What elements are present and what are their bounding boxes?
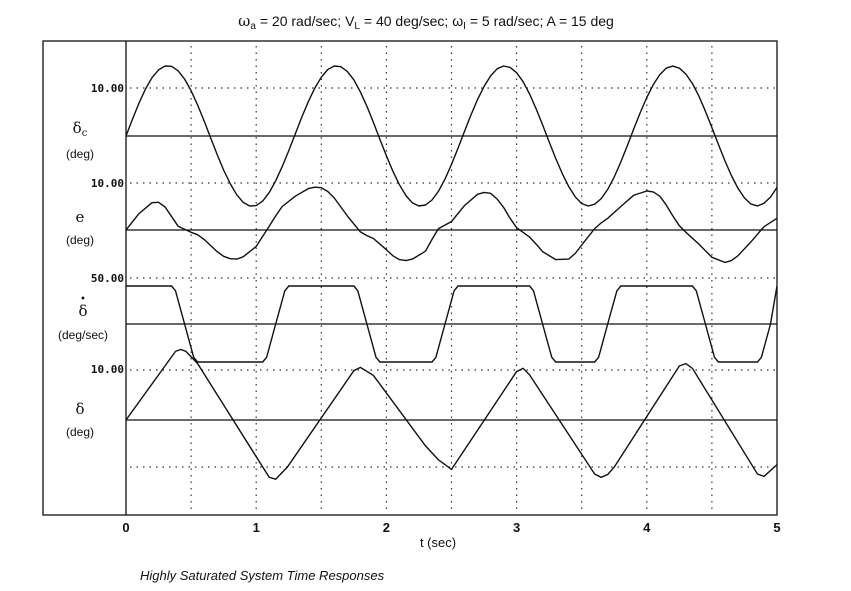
x-tick-label: 2 — [383, 520, 390, 535]
unit-delta-c: (deg) — [66, 147, 94, 161]
unit-delta: (deg) — [66, 425, 94, 439]
title-part2: = 40 deg/sec; ω — [360, 13, 463, 29]
title-part1: = 20 rad/sec; V — [256, 13, 355, 29]
label-delta-c: δc — [73, 119, 88, 139]
title-part3: = 5 rad/sec; A = 15 deg — [466, 13, 614, 29]
title-omega-a: ω — [238, 12, 250, 30]
label-delta-dot: δ — [78, 302, 87, 320]
caption: Highly Saturated System Time Responses — [140, 568, 385, 583]
x-axis-label: t (sec) — [420, 535, 456, 550]
plot-frame — [42, 40, 778, 516]
unit-delta-dot: (deg/sec) — [58, 328, 108, 342]
unit-e: (deg) — [66, 233, 94, 247]
x-tick-labels: 0 1 2 3 4 5 — [122, 520, 780, 535]
label-delta-dot-mark: • — [80, 294, 86, 305]
scale-label-delta-dot: 50.00 — [91, 272, 124, 285]
zero-lines — [126, 135, 777, 421]
scale-label-delta-c: 10.00 — [91, 82, 124, 95]
x-tick-label: 4 — [643, 520, 651, 535]
chart-title: ωa = 20 rad/sec; VL = 40 deg/sec; ωI = 5… — [238, 12, 614, 32]
x-tick-label: 3 — [513, 520, 520, 535]
series-line-e — [125, 186, 778, 264]
grid — [130, 46, 775, 512]
x-tick-label: 1 — [253, 520, 260, 535]
scale-label-e: 10.00 — [91, 177, 124, 190]
response-curves — [125, 65, 778, 480]
series-line-delta-dot — [126, 285, 778, 363]
title-omega-a-sub: a — [250, 21, 256, 32]
series-line-delta — [125, 348, 778, 480]
scale-label-delta: 10.00 — [91, 363, 124, 376]
title-omega-i-sub: I — [463, 21, 466, 32]
series-line-delta-c — [125, 65, 778, 207]
x-tick-label: 5 — [773, 520, 780, 535]
title-v-sub: L — [354, 21, 360, 32]
label-delta: δ — [75, 400, 84, 418]
x-tick-label: 0 — [122, 520, 129, 535]
label-e: e — [76, 208, 85, 226]
